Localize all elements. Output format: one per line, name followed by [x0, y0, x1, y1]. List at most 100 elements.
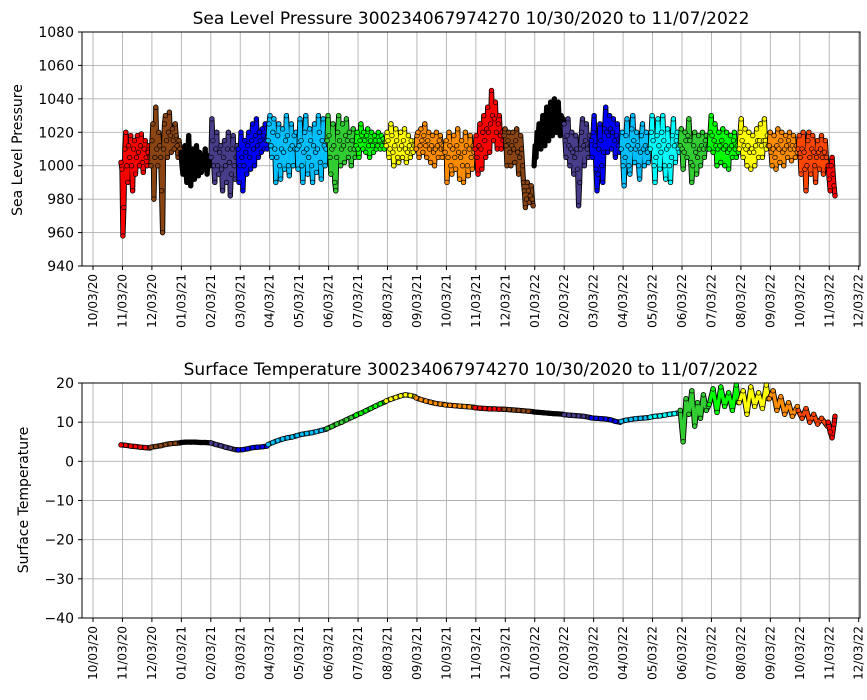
data-point: [314, 146, 321, 152]
data-point: [220, 154, 227, 161]
x-tick-label: 06/03/22: [675, 274, 689, 328]
x-tick-label: 04/03/21: [263, 626, 277, 680]
data-point: [416, 154, 422, 161]
x-tick-label: 03/03/22: [587, 626, 601, 680]
data-point: [548, 121, 555, 127]
data-point: [473, 132, 479, 139]
data-point: [641, 163, 648, 169]
data-point: [307, 126, 313, 132]
data-point: [188, 183, 194, 189]
data-point: [597, 121, 603, 127]
data-point: [603, 104, 609, 110]
data-point: [167, 132, 173, 139]
data-point: [579, 116, 586, 122]
data-point: [561, 121, 567, 127]
data-point: [265, 441, 271, 448]
data-point: [455, 149, 462, 155]
data-point: [811, 411, 817, 417]
data-point: [540, 112, 546, 119]
data-point: [555, 99, 561, 105]
data-point: [162, 112, 169, 119]
data-point: [342, 132, 349, 139]
data-point: [545, 126, 551, 132]
data-point: [652, 413, 658, 419]
x-tick-label: 03/03/22: [587, 274, 601, 328]
data-point: [169, 126, 175, 132]
data-point: [618, 146, 624, 152]
data-point: [492, 99, 499, 105]
data-point: [628, 416, 634, 423]
data-series: [118, 382, 838, 453]
data-point: [491, 116, 498, 122]
data-point: [168, 149, 174, 155]
x-tick-label: 02/03/21: [204, 274, 218, 328]
data-point: [375, 129, 381, 135]
data-point: [832, 193, 838, 199]
data-point: [298, 137, 304, 144]
y-tick-label: 0: [65, 454, 74, 470]
data-point: [310, 143, 317, 149]
x-tick-label: 12/03/21: [498, 274, 512, 328]
data-point: [249, 121, 256, 127]
data-point: [185, 149, 191, 155]
data-point: [664, 126, 671, 132]
data-point: [682, 129, 688, 135]
data-point: [789, 413, 796, 419]
x-tick-label: 06/03/22: [675, 626, 689, 680]
data-point: [581, 163, 588, 169]
data-point: [309, 179, 316, 186]
data-point: [611, 137, 618, 144]
data-point: [363, 408, 369, 414]
data-point: [781, 163, 787, 169]
data-point: [671, 143, 678, 149]
data-point: [433, 129, 440, 135]
data-point: [714, 409, 720, 416]
data-point: [217, 149, 223, 155]
data-point: [827, 188, 833, 194]
data-point: [197, 439, 203, 446]
data-point: [723, 129, 730, 135]
data-point: [304, 430, 310, 437]
data-point: [693, 149, 699, 155]
data-point: [357, 137, 363, 144]
data-point: [469, 166, 475, 172]
data-point: [447, 402, 453, 408]
data-point: [426, 129, 432, 135]
x-tick-label: 06/03/21: [322, 274, 336, 328]
data-point: [192, 154, 199, 161]
data-point: [436, 137, 442, 144]
data-point: [645, 159, 651, 166]
x-tick-label: 10/03/20: [86, 626, 100, 680]
data-point: [744, 163, 750, 169]
data-point: [277, 163, 283, 169]
data-point: [690, 163, 696, 169]
data-point: [462, 129, 469, 135]
data-point: [162, 441, 169, 448]
data-point: [739, 137, 745, 144]
data-point: [636, 176, 643, 182]
data-point: [750, 132, 756, 139]
data-point: [651, 163, 657, 169]
data-point: [205, 158, 211, 164]
data-point: [680, 166, 686, 172]
data-point: [517, 132, 524, 139]
data-point: [567, 163, 573, 169]
data-point: [758, 143, 765, 149]
data-point: [362, 137, 368, 144]
data-point: [574, 166, 581, 172]
data-point: [662, 163, 668, 169]
data-point: [268, 143, 274, 149]
data-point: [571, 171, 577, 177]
data-point: [170, 137, 176, 144]
data-point: [240, 188, 246, 194]
data-point: [204, 171, 210, 177]
data-point: [612, 418, 619, 425]
data-point: [434, 143, 441, 149]
data-point: [422, 121, 428, 127]
data-point: [829, 154, 835, 161]
data-point: [748, 166, 754, 172]
data-point: [225, 129, 232, 135]
data-point: [650, 137, 656, 144]
data-point: [252, 132, 259, 139]
